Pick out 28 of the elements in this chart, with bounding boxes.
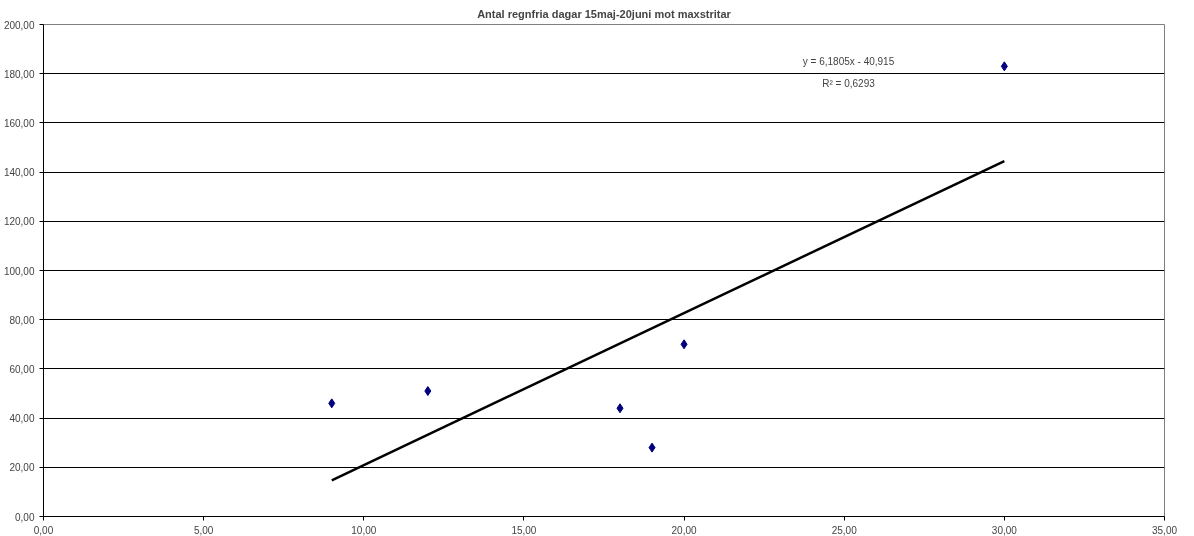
annotation: y = 6,1805x - 40,915 — [802, 55, 895, 67]
x-tick-label: 25,00 — [831, 524, 858, 536]
y-tick-label: 40,00 — [9, 413, 35, 425]
y-tick-label: 200,00 — [3, 19, 35, 31]
point — [648, 442, 656, 453]
point — [328, 398, 336, 409]
y-tick-label: 140,00 — [3, 167, 35, 179]
point — [1000, 61, 1008, 72]
x-tick-label: 5,00 — [193, 524, 214, 536]
point — [424, 386, 432, 397]
x-tick-label: 10,00 — [351, 524, 377, 536]
y-tick-label: 100,00 — [3, 265, 35, 277]
x-tick-label: 0,00 — [33, 524, 54, 536]
y-tick-label: 0,00 — [15, 511, 35, 523]
point — [616, 403, 624, 414]
point — [680, 339, 688, 350]
annotation: R² = 0,6293 — [822, 77, 876, 89]
x-tick-label: 20,00 — [671, 524, 698, 536]
x-tick-label: 30,00 — [991, 524, 1018, 536]
y-tick-label: 120,00 — [3, 216, 35, 228]
y-tick-label: 20,00 — [9, 462, 35, 474]
y-tick-label: 180,00 — [3, 68, 35, 80]
y-tick-label: 160,00 — [3, 117, 35, 129]
y-tick-label: 80,00 — [9, 314, 35, 326]
x-tick-label: 35,00 — [1151, 524, 1178, 536]
x-tick-label: 15,00 — [511, 524, 537, 536]
y-tick-label: 60,00 — [9, 363, 35, 375]
chart-title: Antal regnfria dagar 15maj-20juni mot maxstritar — [477, 7, 732, 20]
